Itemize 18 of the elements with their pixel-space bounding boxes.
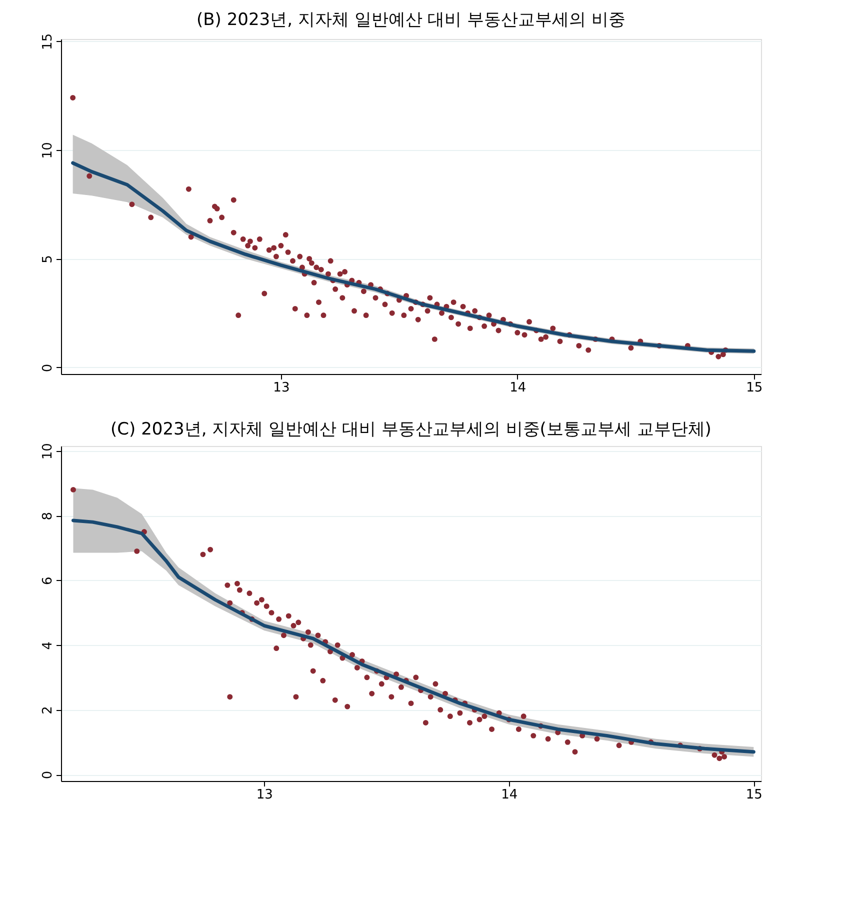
y-tick-label: 4 xyxy=(40,641,56,650)
y-tick-label: 5 xyxy=(40,255,56,264)
y-tick-label: 10 xyxy=(40,142,56,159)
chart-title: (B) 2023년, 지자체 일반예산 대비 부동산교부세의 비중 xyxy=(196,10,626,30)
x-tick-label: 14 xyxy=(501,788,518,802)
y-tick-label: 8 xyxy=(40,512,56,520)
x-tick-label: 15 xyxy=(746,380,763,396)
chart-title: (C) 2023년, 지자체 일반예산 대비 부동산교부세의 비중(보통교부세 교부단체) xyxy=(110,420,712,440)
y-tick-label: 0 xyxy=(40,770,56,780)
y-tick-label: 6 xyxy=(40,576,56,585)
y-tick-label: 15 xyxy=(40,33,56,50)
y-tick-label: 2 xyxy=(40,706,56,714)
x-tick-label: 14 xyxy=(510,380,526,396)
x-tick-label: 15 xyxy=(746,788,762,802)
x-tick-label: 13 xyxy=(273,380,290,396)
x-tick-label: 13 xyxy=(256,788,273,802)
y-tick-label: 0 xyxy=(40,364,56,372)
y-tick-label: 10 xyxy=(40,443,56,460)
